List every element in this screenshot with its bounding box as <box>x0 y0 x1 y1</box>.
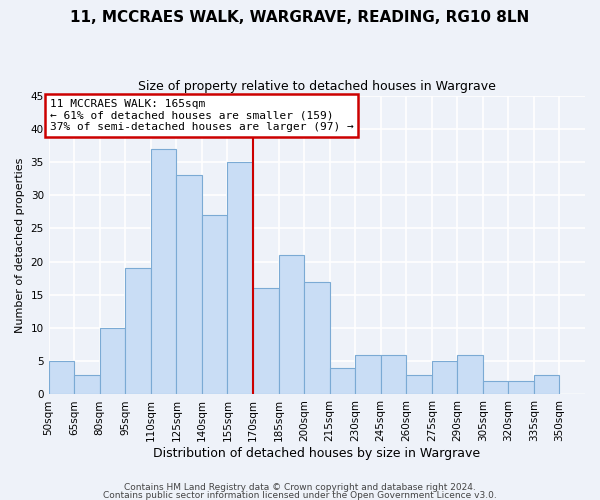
Text: 11 MCCRAES WALK: 165sqm
← 61% of detached houses are smaller (159)
37% of semi-d: 11 MCCRAES WALK: 165sqm ← 61% of detache… <box>50 99 353 132</box>
Bar <box>432 361 457 394</box>
Bar <box>534 374 559 394</box>
Text: Contains public sector information licensed under the Open Government Licence v3: Contains public sector information licen… <box>103 490 497 500</box>
Bar <box>202 215 227 394</box>
Bar <box>457 354 483 395</box>
Bar <box>253 288 278 395</box>
Bar <box>483 381 508 394</box>
Bar <box>355 354 380 395</box>
Bar <box>151 148 176 394</box>
Y-axis label: Number of detached properties: Number of detached properties <box>15 158 25 332</box>
Bar <box>227 162 253 394</box>
Bar <box>49 361 74 394</box>
Text: Contains HM Land Registry data © Crown copyright and database right 2024.: Contains HM Land Registry data © Crown c… <box>124 484 476 492</box>
Text: 11, MCCRAES WALK, WARGRAVE, READING, RG10 8LN: 11, MCCRAES WALK, WARGRAVE, READING, RG1… <box>70 10 530 25</box>
Title: Size of property relative to detached houses in Wargrave: Size of property relative to detached ho… <box>138 80 496 93</box>
Bar <box>100 328 125 394</box>
Bar <box>304 282 329 395</box>
Bar <box>406 374 432 394</box>
Bar <box>125 268 151 394</box>
Bar <box>278 255 304 394</box>
Bar <box>508 381 534 394</box>
Bar <box>329 368 355 394</box>
Bar <box>74 374 100 394</box>
Bar <box>176 176 202 394</box>
Bar <box>380 354 406 395</box>
X-axis label: Distribution of detached houses by size in Wargrave: Distribution of detached houses by size … <box>153 447 481 460</box>
